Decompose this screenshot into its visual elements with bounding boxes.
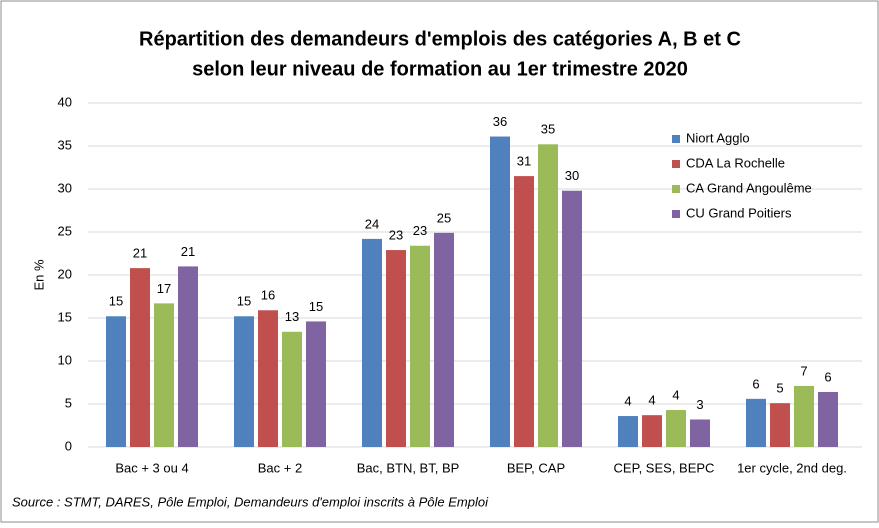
bar (386, 250, 406, 447)
bar (258, 310, 278, 447)
data-label: 23 (389, 227, 403, 242)
data-label: 31 (517, 154, 531, 169)
data-label: 15 (109, 294, 123, 309)
bar (818, 391, 838, 447)
bar (690, 419, 710, 447)
data-label: 25 (437, 210, 451, 225)
legend-label: Niort Agglo (686, 130, 750, 145)
legend-swatch (672, 135, 680, 143)
bar (362, 238, 382, 447)
data-label: 4 (648, 393, 655, 408)
x-tick-label: CEP, SES, BEPC (614, 460, 715, 475)
y-tick-label: 5 (65, 395, 72, 410)
data-label: 4 (672, 387, 679, 402)
source: Source : STMT, DARES, Pôle Emploi, Deman… (12, 494, 489, 509)
x-tick-label: BEP, CAP (507, 460, 565, 475)
bar (282, 331, 302, 447)
y-tick-label: 25 (58, 223, 72, 238)
bar (434, 232, 454, 447)
y-tick-label: 35 (58, 137, 72, 152)
data-label: 4 (624, 393, 631, 408)
bar (514, 176, 534, 447)
data-label: 6 (824, 369, 831, 384)
x-tick-label: Bac + 3 ou 4 (115, 460, 188, 475)
bar (642, 415, 662, 447)
bar (618, 416, 638, 447)
y-tick-label: 20 (58, 266, 72, 281)
data-label: 35 (541, 122, 555, 137)
data-label: 23 (413, 223, 427, 238)
y-tick-label: 40 (58, 94, 72, 109)
y-axis-label: En % (31, 259, 46, 291)
data-label: 16 (261, 288, 275, 303)
bar (770, 403, 790, 447)
y-tick-label: 10 (58, 352, 72, 367)
bar (410, 245, 430, 447)
y-tick-label: 0 (65, 438, 72, 453)
legend-label: CU Grand Poitiers (686, 205, 792, 220)
bar (106, 316, 126, 447)
data-label: 7 (800, 363, 807, 378)
data-label: 5 (776, 381, 783, 396)
data-label: 3 (696, 397, 703, 412)
legend-label: CDA La Rochelle (686, 155, 785, 170)
data-label: 21 (133, 246, 147, 261)
data-label: 15 (237, 294, 251, 309)
x-tick-label: Bac + 2 (258, 460, 302, 475)
x-tick-label: Bac, BTN, BT, BP (357, 460, 460, 475)
bar (666, 410, 686, 447)
y-tick-label: 30 (58, 180, 72, 195)
legend-label: CA Grand Angoulême (686, 180, 812, 195)
data-label: 36 (493, 114, 507, 129)
legend-swatch (672, 210, 680, 218)
bar (794, 385, 814, 447)
bar (746, 398, 766, 447)
x-tick-label: 1er cycle, 2nd deg. (737, 460, 847, 475)
data-label: 13 (285, 309, 299, 324)
data-label: 6 (752, 376, 759, 391)
bar (154, 303, 174, 447)
bar (178, 266, 198, 447)
chart-title: Répartition des demandeurs d'emplois des… (139, 28, 741, 50)
legend-swatch (672, 160, 680, 168)
data-label: 17 (157, 281, 171, 296)
data-label: 30 (565, 168, 579, 183)
data-label: 21 (181, 244, 195, 259)
chart-title: selon leur niveau de formation au 1er tr… (192, 58, 688, 80)
bar (130, 268, 150, 447)
y-tick-label: 15 (58, 309, 72, 324)
data-label: 15 (309, 299, 323, 314)
bar (306, 321, 326, 447)
bar (562, 190, 582, 447)
legend-swatch (672, 185, 680, 193)
data-label: 24 (365, 216, 379, 231)
bar (234, 316, 254, 447)
bar (490, 136, 510, 448)
bar (538, 144, 558, 447)
